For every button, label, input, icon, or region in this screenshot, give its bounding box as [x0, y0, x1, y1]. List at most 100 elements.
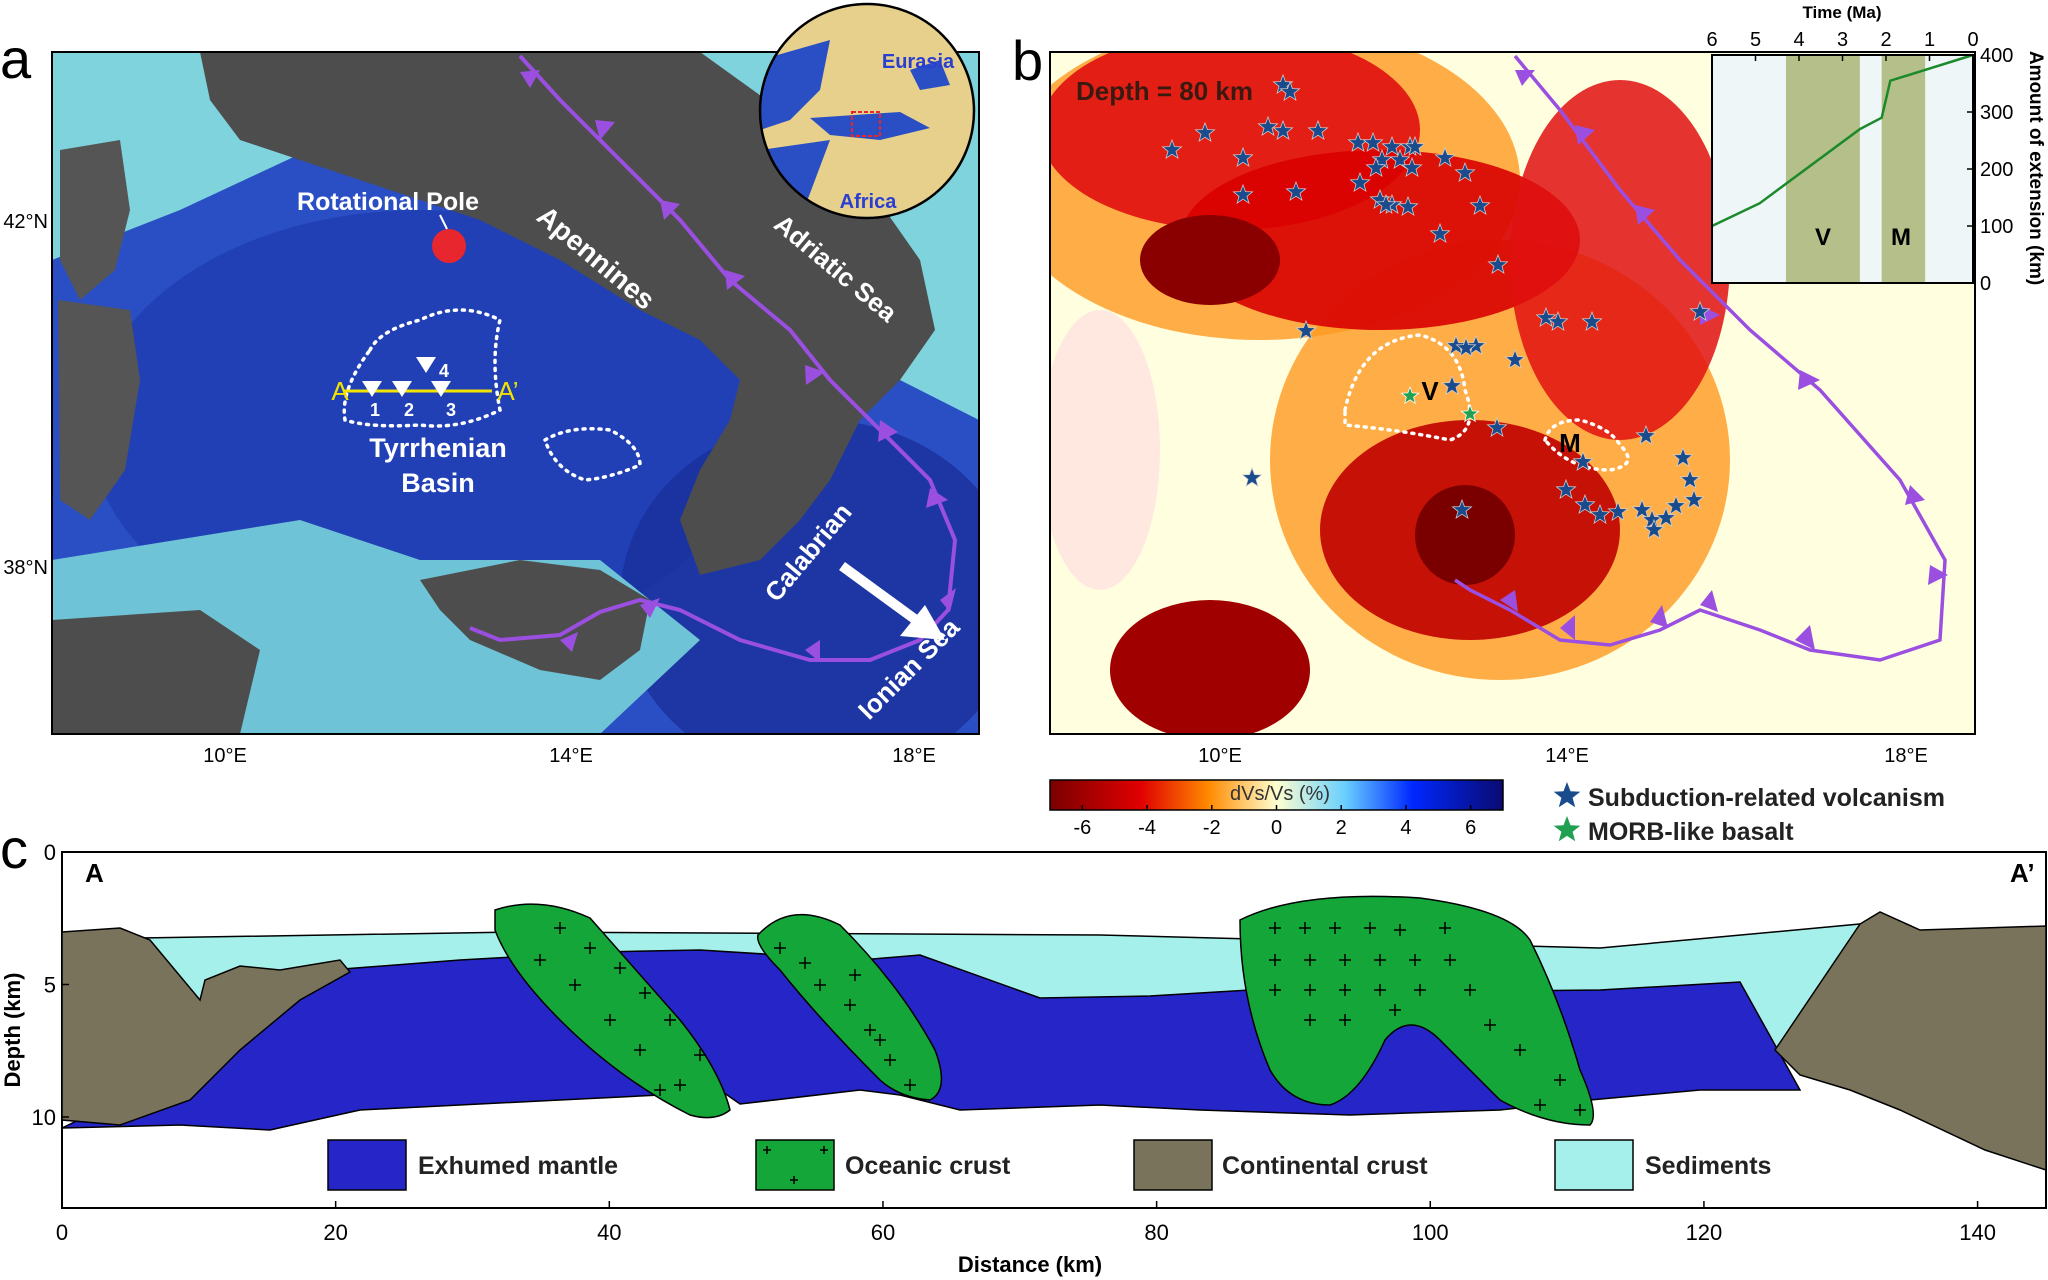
extension-inset: 6 5 4 3 2 1 0 0 100 200 300 400 Time (Ma) Amount o… [1706, 3, 2046, 295]
crust-cross [799, 957, 811, 969]
inset-x-tick-label: 0 [1967, 29, 1978, 51]
slab-rollback-arrowhead [900, 605, 945, 640]
crust-cross [1514, 1044, 1526, 1056]
inset-band-m [1881, 55, 1926, 283]
inset-x-tick-label: 5 [1750, 29, 1761, 51]
site-markers [362, 357, 451, 397]
tyrrhenian-basin-outline [342, 308, 503, 428]
v-region-label: V [1421, 376, 1439, 406]
section-xlabel: Distance (km) [958, 1252, 1102, 1277]
inset-bands [1785, 55, 1926, 283]
trench-tooth [560, 632, 578, 652]
volcanism-star [1232, 183, 1254, 205]
volcanism-star [1232, 146, 1254, 168]
crust-cross [874, 1034, 886, 1046]
volcanism-star [1672, 446, 1694, 468]
anomaly-dark-west [1140, 215, 1280, 305]
volcanism-star [1161, 138, 1183, 160]
site-1-label: 1 [370, 400, 380, 420]
crust-cross [639, 987, 651, 999]
volcanism-star [1375, 193, 1397, 215]
section-start-label: A [331, 376, 349, 406]
v-region-outline [1343, 333, 1472, 442]
rotational-pole-marker [432, 229, 466, 263]
volcanism-star [1441, 374, 1463, 396]
site-2-marker [392, 381, 412, 397]
volcanism-star [1487, 253, 1509, 275]
lon-tick-10: 10°E [203, 745, 247, 767]
volcanism-star [1469, 194, 1491, 216]
trench-tooth [1515, 70, 1535, 86]
oceanic-crust-body-3 [1239, 895, 1595, 1126]
crust-cross [1269, 984, 1281, 996]
crust-cross [654, 1084, 666, 1096]
lon-tick-18: 18°E [892, 745, 936, 767]
inset-x-ticks: 6 5 4 3 2 1 0 [1706, 29, 1979, 61]
section-y-tick-label: 10 [32, 1105, 56, 1130]
crust-cross [1269, 922, 1281, 934]
inset-y-ticks: 0 100 200 300 400 [1967, 45, 2013, 295]
volcanism-star [1295, 319, 1317, 341]
volcanism-star [1404, 135, 1426, 157]
crust-cross [694, 1049, 706, 1061]
volcanism-star [1194, 121, 1216, 143]
crust-cross [844, 999, 856, 1011]
trench-teeth-b [1500, 70, 1948, 650]
trench-teeth [520, 70, 956, 662]
colorbar-tick-label: -4 [1138, 817, 1156, 839]
legend-ocean-cross [763, 1146, 828, 1184]
volcanism-star [1486, 416, 1508, 438]
section-ylabel: Depth (km) [0, 973, 25, 1088]
trench-tooth [660, 200, 680, 220]
crust-cross [774, 942, 786, 954]
volcanism-star [1683, 488, 1705, 510]
inset-y-tick-label: 400 [1980, 45, 2013, 67]
crust-cross [634, 1044, 646, 1056]
tunisia-landmass [52, 610, 260, 734]
colorbar-ticks: -6 -4 -2 0 2 4 6 [1073, 805, 1476, 839]
trench-tooth [1795, 625, 1815, 650]
trench-tooth [878, 420, 898, 442]
volcanism-star [1689, 300, 1711, 322]
section-x-tick-label: 0 [56, 1220, 68, 1245]
crust-cross [1304, 984, 1316, 996]
panel-b-label: b [1012, 29, 1043, 92]
crust-cross [554, 922, 566, 934]
lat-tick-38: 38°N [3, 557, 48, 579]
volcanism-star [1665, 494, 1687, 516]
section-x-tick-label: 80 [1144, 1220, 1168, 1245]
inset-y-tick-label: 200 [1980, 159, 2013, 181]
section-y-tick-label: 0 [44, 840, 56, 865]
africa-label: Africa [840, 191, 898, 213]
crust-cross [1304, 1014, 1316, 1026]
volcanism-star [1401, 156, 1423, 178]
inset-y-tick-label: 100 [1980, 216, 2013, 238]
volcanism-star [1381, 135, 1403, 157]
legend-sediments-swatch [1554, 1139, 1634, 1191]
volcanism-star [1257, 115, 1279, 137]
slab-rollback-arrow [839, 561, 919, 625]
volcanism-star [1589, 503, 1611, 525]
crust-cross [1554, 1074, 1566, 1086]
section-start-label-c: A [85, 858, 104, 888]
legend-volcanism-label: Subduction-related volcanism [1588, 784, 1945, 812]
legend-sediments-label: Sediments [1645, 1152, 1771, 1180]
oceanic-crust-crosses [534, 922, 1586, 1116]
volcanism-star [1371, 148, 1393, 170]
crust-cross [1339, 984, 1351, 996]
inset-band-m-label: M [1891, 224, 1911, 251]
sardinia-island [58, 300, 140, 520]
crust-cross [1269, 954, 1281, 966]
crust-cross [1409, 954, 1421, 966]
inset-xlabel: Time (Ma) [1802, 3, 1881, 22]
trench-tooth [1500, 590, 1518, 612]
morb-star [1400, 385, 1420, 405]
anomaly-dark-center [1415, 485, 1515, 585]
legend-mantle-label: Exhumed mantle [418, 1152, 618, 1180]
section-x-tick-label: 20 [323, 1220, 347, 1245]
crust-cross [1339, 954, 1351, 966]
crust-cross [904, 1079, 916, 1091]
colorbar-label: dVs/Vs (%) [1230, 783, 1330, 805]
volcanism-star [1307, 119, 1329, 141]
lat-tick-42: 42°N [3, 211, 48, 233]
